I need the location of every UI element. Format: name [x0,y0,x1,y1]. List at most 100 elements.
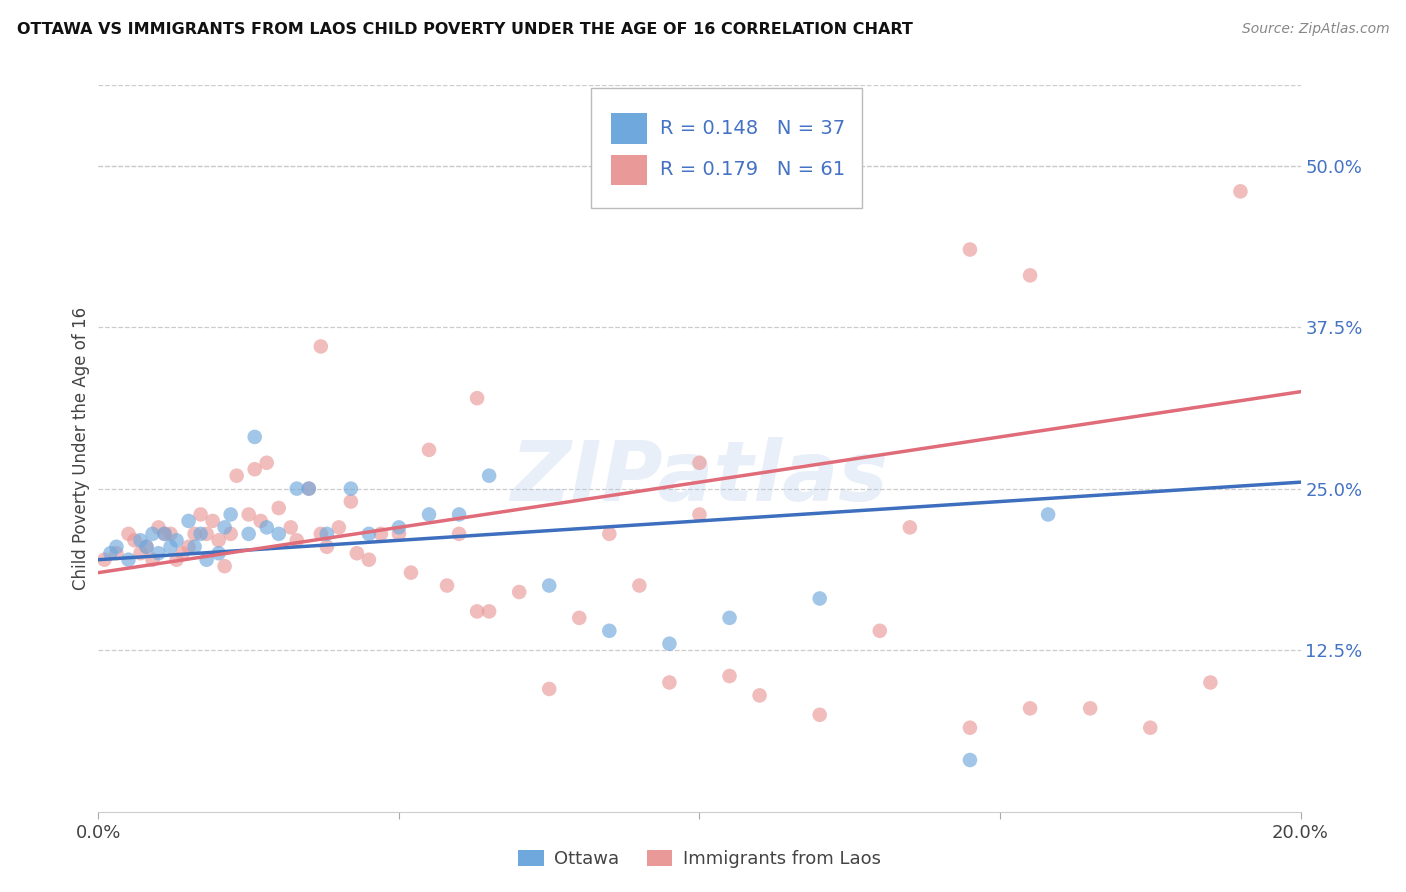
Point [418,442,440,457]
Point [346,546,368,560]
Point [315,540,337,554]
Point [309,526,332,541]
Point [190,526,212,541]
Point [309,339,332,353]
Point [153,526,176,541]
Point [465,391,488,405]
Point [219,526,242,541]
Point [658,675,681,690]
Point [135,540,157,554]
Point [124,533,146,548]
Point [166,552,188,566]
Point [166,533,188,548]
Point [280,520,302,534]
Y-axis label: Child Poverty Under the Age of 16: Child Poverty Under the Age of 16 [72,307,90,590]
Point [598,526,620,541]
Point [328,520,350,534]
Point [689,508,711,522]
Point [959,721,981,735]
Point [214,520,236,534]
Point [256,456,278,470]
Point [177,540,200,554]
Point [478,468,501,483]
Point [225,468,247,483]
Point [201,514,224,528]
Point [718,669,741,683]
FancyBboxPatch shape [592,88,862,209]
Point [748,689,770,703]
FancyBboxPatch shape [610,113,647,144]
Point [135,540,157,554]
Point [172,546,194,560]
Point [1019,701,1042,715]
Point [388,520,411,534]
Point [808,591,831,606]
Point [148,546,170,560]
Point [117,526,139,541]
Point [183,526,205,541]
Point [243,430,266,444]
Point [538,578,561,592]
Point [447,526,470,541]
Point [148,520,170,534]
Point [1229,185,1251,199]
Point [153,526,176,541]
Point [141,552,163,566]
Point [298,482,321,496]
Point [219,508,242,522]
Point [105,540,128,554]
Point [285,533,308,548]
Point [436,578,458,592]
Text: Source: ZipAtlas.com: Source: ZipAtlas.com [1241,22,1389,37]
Point [190,508,212,522]
FancyBboxPatch shape [610,154,647,185]
Point [340,494,363,508]
Point [183,540,205,554]
Point [208,533,231,548]
Point [370,526,392,541]
Point [1019,268,1042,283]
Point [959,243,981,257]
Point [959,753,981,767]
Point [689,456,711,470]
Point [195,526,218,541]
Point [159,526,181,541]
Point [628,578,651,592]
Point [418,508,440,522]
Point [1199,675,1222,690]
Point [105,546,128,560]
Point [1078,701,1101,715]
Point [100,546,122,560]
Point [93,552,115,566]
Point [538,681,561,696]
Point [267,526,290,541]
Point [298,482,321,496]
Text: OTTAWA VS IMMIGRANTS FROM LAOS CHILD POVERTY UNDER THE AGE OF 16 CORRELATION CHA: OTTAWA VS IMMIGRANTS FROM LAOS CHILD POV… [17,22,912,37]
Point [238,526,260,541]
Text: R = 0.179   N = 61: R = 0.179 N = 61 [659,161,845,179]
Point [195,552,218,566]
Point [141,526,163,541]
Point [243,462,266,476]
Point [1139,721,1161,735]
Point [340,482,363,496]
Text: R = 0.148   N = 37: R = 0.148 N = 37 [659,119,845,138]
Point [658,637,681,651]
Point [869,624,891,638]
Point [447,508,470,522]
Point [249,514,271,528]
Point [208,546,231,560]
Point [256,520,278,534]
Point [129,533,152,548]
Point [1036,508,1059,522]
Point [129,546,152,560]
Point [898,520,921,534]
Point [285,482,308,496]
Text: ZIPatlas: ZIPatlas [510,437,889,518]
Point [357,526,380,541]
Point [718,611,741,625]
Point [508,585,530,599]
Point [568,611,591,625]
Point [808,707,831,722]
Point [117,552,139,566]
